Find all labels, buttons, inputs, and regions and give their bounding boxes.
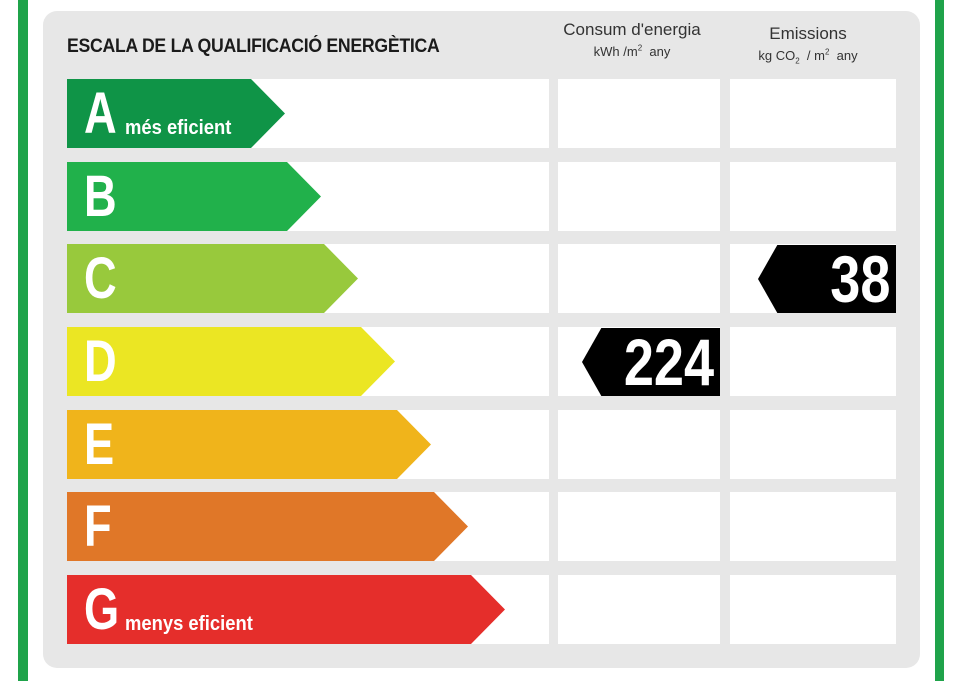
- energy-column-label: Consum d'energia: [563, 20, 701, 39]
- emissions-rating-badge: 38: [758, 245, 896, 313]
- emissions-cell: [730, 410, 896, 479]
- class-arrow-c: C: [67, 244, 358, 313]
- left-border: [18, 0, 28, 681]
- scale-cell: C: [67, 244, 549, 313]
- rating-row-e: E: [67, 410, 896, 479]
- energy-column-header: Consum d'energia kWh /m2 any: [560, 20, 704, 59]
- scale-cell: D: [67, 327, 549, 396]
- emissions-column-header: Emissions kg CO2 / m2 any: [735, 24, 881, 66]
- scale-cell: E: [67, 410, 549, 479]
- scale-cell: F: [67, 492, 549, 561]
- energy-cell: [558, 162, 720, 231]
- emissions-cell: 38: [730, 244, 896, 313]
- energy-cell: [558, 410, 720, 479]
- emissions-cell: [730, 492, 896, 561]
- rating-row-d: D 224: [67, 327, 896, 396]
- energy-column-unit: kWh /m2 any: [593, 43, 671, 59]
- energy-cell: [558, 244, 720, 313]
- class-letter: G: [84, 577, 120, 642]
- scale-title: ESCALA DE LA QUALIFICACIÓ ENERGÈTICA: [67, 36, 440, 57]
- class-arrow-e: E: [67, 410, 431, 479]
- class-letter: C: [84, 246, 117, 311]
- class-note: menys eficient: [125, 613, 253, 635]
- energy-cell: [558, 79, 720, 148]
- rating-row-b: B: [67, 162, 896, 231]
- class-letter: A: [84, 81, 117, 146]
- energy-rating-badge: 224: [582, 328, 720, 396]
- class-arrow-f: F: [67, 492, 468, 561]
- energy-cell: [558, 575, 720, 644]
- emissions-column-unit: kg CO2 / m2 any: [758, 47, 858, 66]
- energy-rating-badge-value: 224: [623, 325, 714, 399]
- emissions-cell: [730, 327, 896, 396]
- emissions-column-label: Emissions: [769, 24, 847, 43]
- rating-row-f: F: [67, 492, 896, 561]
- class-letter: B: [84, 164, 117, 229]
- class-note: més eficient: [125, 117, 232, 139]
- class-arrow-b: B: [67, 162, 321, 231]
- energy-cell: 224: [558, 327, 720, 396]
- emissions-cell: [730, 162, 896, 231]
- class-letter: D: [84, 329, 117, 394]
- scale-cell: B: [67, 162, 549, 231]
- class-letter: F: [84, 494, 112, 559]
- energy-cell: [558, 492, 720, 561]
- emissions-cell: [730, 79, 896, 148]
- class-arrow-d: D: [67, 327, 395, 396]
- class-letter: E: [84, 412, 115, 477]
- rating-row-c: C 38: [67, 244, 896, 313]
- emissions-cell: [730, 575, 896, 644]
- right-border: [935, 0, 944, 681]
- emissions-rating-badge-value: 38: [829, 242, 890, 316]
